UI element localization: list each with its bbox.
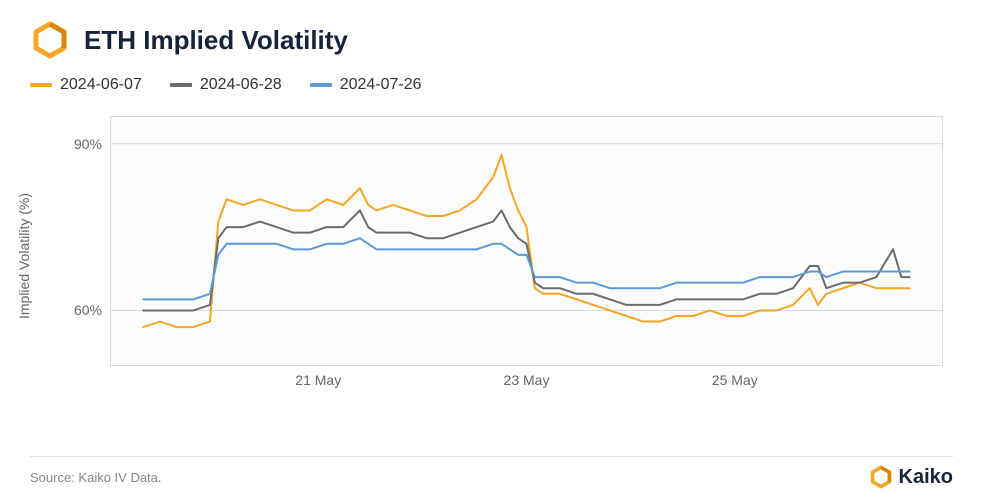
kaiko-logo-icon [869, 465, 893, 489]
legend-item: 2024-06-07 [30, 76, 142, 94]
page-title: ETH Implied Volatility [84, 25, 348, 56]
y-axis-label: Implied Volatility (%) [16, 193, 32, 319]
legend-label: 2024-06-28 [200, 76, 282, 94]
kaiko-logo-icon [30, 20, 70, 60]
footer: Source: Kaiko IV Data. Kaiko [30, 456, 953, 489]
legend-label: 2024-07-26 [340, 76, 422, 94]
x-tick-label: 21 May [295, 372, 341, 388]
y-tick-label: 90% [74, 136, 110, 152]
brand-text: Kaiko [899, 466, 953, 489]
legend-item: 2024-07-26 [310, 76, 422, 94]
y-tick-label: 60% [74, 302, 110, 318]
x-tick-label: 25 May [712, 372, 758, 388]
brand: Kaiko [869, 465, 953, 489]
legend-item: 2024-06-28 [170, 76, 282, 94]
plot-area: 60%90% [110, 116, 943, 366]
x-tick-label: 23 May [504, 372, 550, 388]
header: ETH Implied Volatility [30, 20, 953, 60]
x-axis: 21 May 23 May 25 May [110, 366, 943, 396]
legend-label: 2024-06-07 [60, 76, 142, 94]
source-text: Source: Kaiko IV Data. [30, 470, 162, 485]
legend-swatch [170, 83, 192, 87]
legend: 2024-06-07 2024-06-28 2024-07-26 [30, 76, 953, 94]
chart-svg [110, 116, 943, 366]
chart: Implied Volatility (%) 60%90% 21 May23 M… [30, 116, 953, 396]
legend-swatch [30, 83, 52, 87]
legend-swatch [310, 83, 332, 87]
